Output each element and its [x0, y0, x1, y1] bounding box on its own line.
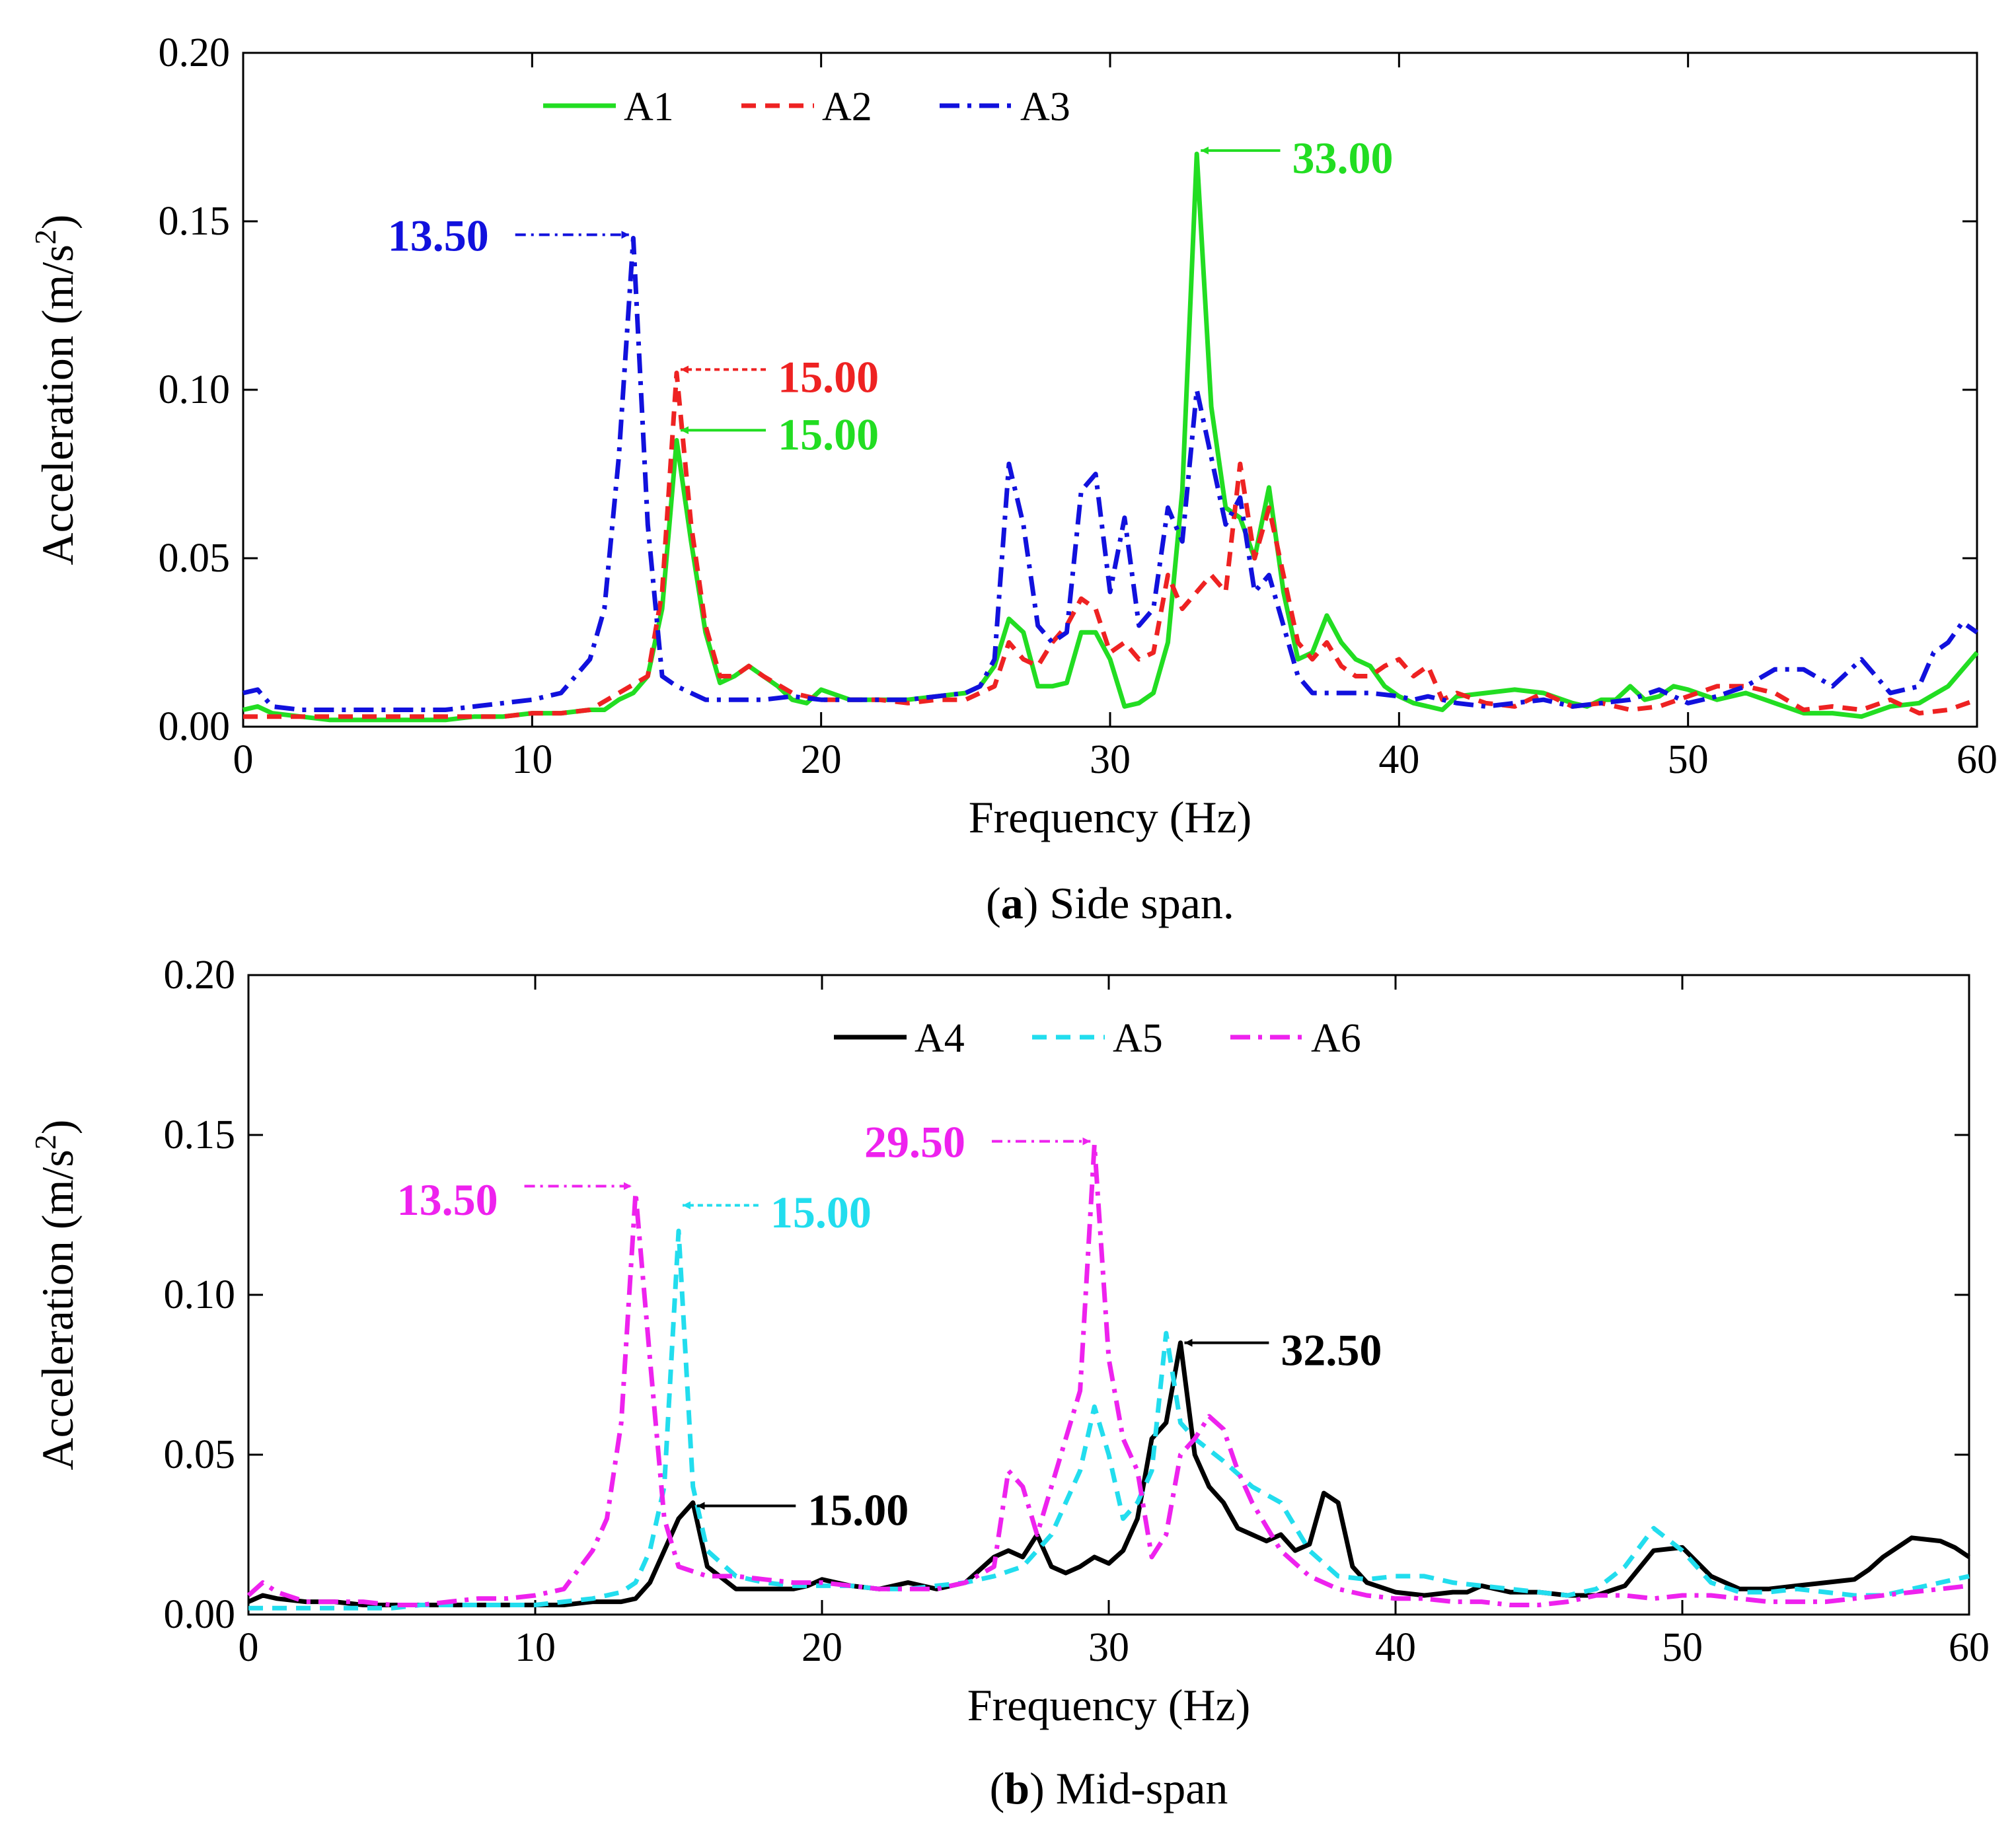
panel-caption: (a) Side span.	[986, 878, 1234, 928]
x-tick-label: 20	[802, 1625, 842, 1670]
x-tick-label: 60	[1949, 1625, 1990, 1670]
panel-caption: (b) Mid-span	[990, 1763, 1228, 1813]
x-tick-label: 40	[1378, 737, 1419, 782]
plot-frame	[242, 52, 1978, 728]
y-tick-label: 0.15	[159, 199, 231, 244]
peak-label: 15.00	[770, 1187, 872, 1237]
peak-label: 15.00	[778, 409, 879, 459]
y-tick-label: 0.05	[164, 1432, 236, 1477]
legend-label-a6: A6	[1311, 1016, 1361, 1061]
peak-label: 33.00	[1292, 133, 1394, 183]
peak-label: 13.50	[388, 210, 489, 260]
peak-label: 32.50	[1281, 1325, 1382, 1375]
y-tick-label: 0.00	[164, 1592, 236, 1637]
peak-label: 15.00	[778, 352, 879, 402]
peak-label: 15.00	[807, 1484, 909, 1535]
series-line-a3	[243, 236, 1979, 712]
panel-a: 0 10 20 30 40 50 60 0.00 0.05 0.10 0.15 0.20 Frequen…	[28, 30, 1997, 928]
x-tick-label: 10	[515, 1625, 556, 1670]
y-tick-label: 0.20	[164, 953, 236, 998]
series-line-a6	[246, 1142, 1970, 1607]
x-tick-label: 0	[233, 737, 254, 782]
y-axis-label: Acceleration (m/s2)	[28, 215, 83, 565]
plot-frame	[247, 974, 1970, 1616]
x-tick-label: 20	[801, 737, 842, 782]
series-line-a2	[243, 371, 1978, 719]
x-tick-label: 50	[1668, 737, 1709, 782]
x-tick-label: 30	[1088, 1625, 1129, 1670]
series-line-a5	[248, 1228, 1970, 1611]
series-line-a4	[247, 1340, 1970, 1607]
x-tick-label: 10	[511, 737, 552, 782]
series-line-a1	[243, 151, 1979, 723]
panel-b: 0 10 20 30 40 50 60 0.00 0.05 0.10 0.15 0.20 Frequen…	[28, 953, 1990, 1813]
y-tick-label: 0.00	[159, 704, 231, 749]
legend-label-a3: A3	[1020, 85, 1070, 129]
y-tick-label: 0.10	[164, 1272, 236, 1317]
legend-label-a5: A5	[1113, 1016, 1163, 1061]
x-tick-label: 0	[239, 1625, 259, 1670]
x-tick-label: 60	[1957, 737, 1997, 782]
y-tick-label: 0.05	[159, 536, 231, 581]
legend-label-a4: A4	[915, 1016, 965, 1061]
y-tick-label: 0.15	[164, 1112, 236, 1157]
x-tick-label: 40	[1375, 1625, 1416, 1670]
y-tick-label: 0.10	[159, 367, 231, 412]
peak-label: 13.50	[397, 1175, 498, 1225]
x-tick-label: 30	[1090, 737, 1131, 782]
x-axis-label: Frequency (Hz)	[969, 792, 1252, 842]
x-tick-label: 50	[1662, 1625, 1703, 1670]
y-tick-label: 0.20	[159, 30, 231, 75]
peak-label: 29.50	[864, 1117, 965, 1167]
y-axis-label: Acceleration (m/s2)	[28, 1120, 83, 1471]
legend-label-a2: A2	[822, 85, 872, 129]
legend-label-a1: A1	[624, 85, 674, 129]
x-axis-label: Frequency (Hz)	[967, 1680, 1251, 1730]
